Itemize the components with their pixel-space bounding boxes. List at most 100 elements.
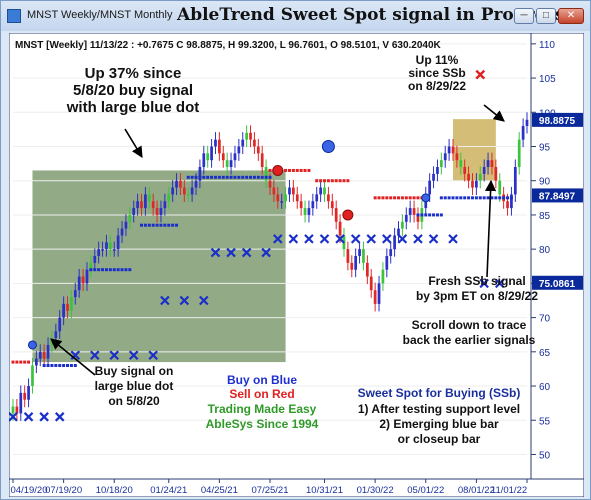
candle-body	[510, 194, 513, 209]
candle-body	[31, 365, 34, 387]
candle-body	[144, 194, 147, 209]
support-dot	[256, 175, 260, 179]
resistance-dot	[334, 179, 338, 183]
legend-sell: Sell on Red	[229, 387, 294, 401]
resistance-dot	[397, 196, 400, 200]
support-dot	[482, 196, 486, 200]
y-tick-label: 105	[539, 74, 556, 85]
support-dot	[62, 364, 66, 367]
support-dot	[128, 268, 132, 272]
stop-x-mark	[413, 234, 423, 244]
candle-body	[334, 208, 338, 222]
support-dot	[42, 364, 46, 367]
candle-body	[206, 153, 210, 161]
maximize-button[interactable]: □	[536, 8, 556, 24]
resistance-dot	[330, 179, 334, 183]
minimize-button[interactable]: ─	[514, 8, 534, 24]
candle-body	[27, 386, 30, 400]
support-dot	[451, 196, 455, 200]
stop-x-mark	[428, 234, 439, 244]
resistance-dot	[323, 179, 327, 183]
title-bar[interactable]: MNST Weekly/MNST Monthly AbleTrend Sweet…	[1, 1, 590, 31]
support-dot	[140, 223, 143, 227]
ann-up37: Up 37% since 5/8/20 buy signal with large …	[66, 65, 200, 116]
candle-body	[428, 180, 432, 195]
support-dot	[509, 196, 513, 200]
x-tick-label: 04/25/21	[201, 485, 238, 496]
resistance-dot	[381, 196, 385, 200]
stop-x-mark	[109, 350, 120, 361]
candle-body	[517, 139, 521, 168]
resistance-dot	[393, 196, 397, 200]
candle-body	[46, 344, 50, 359]
stop-x-mark	[199, 295, 209, 306]
y-tick-label: 95	[539, 143, 551, 154]
candle-body	[494, 167, 498, 181]
support-dot	[241, 175, 245, 179]
candle-body	[77, 276, 81, 291]
annotation-arrow	[484, 179, 497, 278]
candle-body	[155, 208, 159, 215]
candle-body	[280, 201, 284, 203]
support-dot	[143, 223, 147, 227]
support-dot	[470, 196, 474, 200]
resistance-dot	[295, 168, 299, 172]
candle-body	[373, 290, 377, 304]
candle-body	[81, 276, 85, 284]
price-chart[interactable]: Up 37% since 5/8/20 buy signal with large …	[9, 33, 584, 497]
candle-body	[233, 153, 237, 161]
candle-body	[260, 153, 264, 168]
support-dot	[424, 213, 428, 217]
legend-buy: Buy on Blue	[227, 373, 297, 387]
candle-body	[229, 160, 233, 168]
stop-x-mark	[226, 247, 236, 258]
support-dot	[69, 364, 73, 367]
support-dot	[249, 175, 253, 179]
x-tick-label: 07/19/20	[45, 485, 82, 496]
x-tick-label: 08/01/22	[458, 485, 495, 496]
candle-body	[369, 276, 373, 291]
candle-body	[112, 249, 116, 251]
candle-body	[416, 214, 420, 222]
candle-body	[101, 249, 104, 251]
candle-body	[93, 256, 97, 263]
stop-x-mark	[54, 412, 65, 422]
support-dot	[171, 223, 175, 227]
candle-body	[38, 351, 42, 359]
stop-x-mark	[9, 412, 18, 422]
stop-x-mark	[210, 247, 221, 258]
candle-body	[210, 146, 213, 161]
candle-body	[377, 283, 381, 304]
y-tick-label: 60	[539, 382, 551, 393]
stop-x-mark	[128, 350, 139, 361]
candle-body	[66, 303, 69, 311]
candle-body	[350, 262, 354, 270]
candle-body	[70, 297, 73, 311]
support-dot	[474, 196, 478, 200]
close-button[interactable]: ✕	[558, 8, 584, 24]
window-title: MNST Weekly/MNST Monthly	[27, 9, 173, 21]
candle-body	[35, 358, 38, 366]
candle-body	[338, 221, 342, 236]
support-dot	[268, 175, 272, 179]
candle-body	[249, 132, 252, 140]
resistance-dot	[408, 196, 412, 200]
support-dot	[229, 175, 233, 179]
support-dot	[206, 175, 210, 179]
support-dot	[420, 213, 424, 217]
annotation-arrow	[50, 338, 96, 376]
resistance-dot	[307, 168, 311, 172]
y-tick-label: 90	[539, 177, 551, 188]
support-dot	[502, 196, 506, 200]
stop-x-mark	[448, 234, 458, 244]
x-tick-label: 05/01/22	[407, 485, 444, 496]
candle-body	[459, 160, 463, 168]
candle-body	[358, 249, 361, 256]
y-tick-label: 85	[539, 211, 551, 222]
candle-body	[443, 153, 447, 161]
support-dot	[104, 268, 108, 272]
candle-body	[513, 167, 517, 195]
candle-body	[451, 146, 455, 154]
stop-x-mark	[273, 234, 283, 244]
